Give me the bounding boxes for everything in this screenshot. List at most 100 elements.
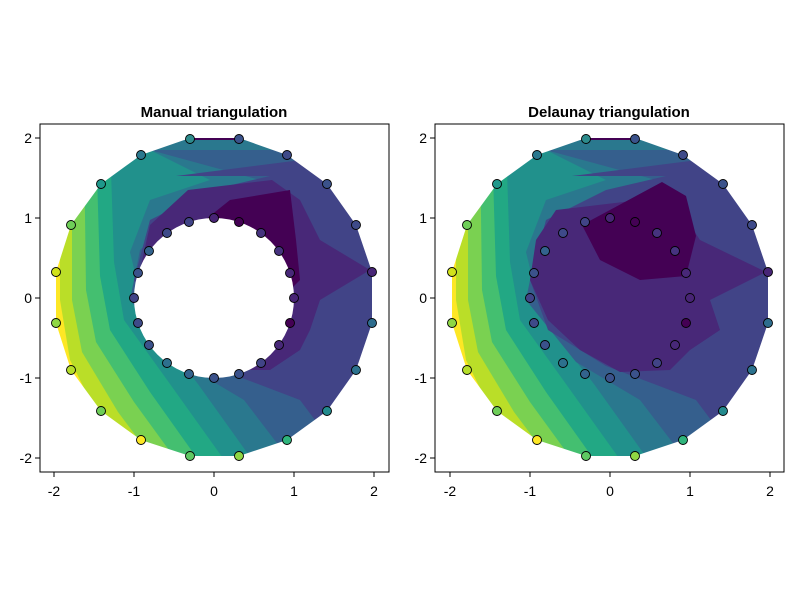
x-tick-label: -2	[444, 483, 457, 499]
y-tick-label: 2	[419, 130, 427, 146]
outer-mask	[435, 124, 784, 472]
outer-mask	[40, 124, 389, 472]
x-tick-label: -1	[128, 483, 141, 499]
point	[322, 179, 332, 189]
point	[630, 369, 640, 379]
panel-delaunay: Delaunay triangulation	[415, 104, 785, 499]
point	[492, 179, 502, 189]
point	[367, 318, 377, 328]
panel-manual: Manual triangulation	[20, 104, 390, 499]
point	[681, 268, 691, 278]
x-tick-label: 1	[686, 483, 694, 499]
x-tick-label: 2	[766, 483, 774, 499]
point	[162, 228, 172, 238]
y-tick-label: -1	[20, 370, 33, 386]
point	[66, 365, 76, 375]
point	[162, 358, 172, 368]
x-tick-label: 1	[290, 483, 298, 499]
point	[234, 134, 244, 144]
point	[447, 267, 457, 277]
point	[234, 451, 244, 461]
y-tick-label: -2	[20, 450, 33, 466]
point	[678, 150, 688, 160]
point	[209, 213, 219, 223]
y-tick-label: 0	[24, 290, 32, 306]
point	[289, 293, 299, 303]
point	[580, 217, 590, 227]
point	[209, 373, 219, 383]
point	[718, 179, 728, 189]
point	[185, 134, 195, 144]
x-tick-label: 0	[606, 483, 614, 499]
x-tick-labels: -2 -1 0 1 2	[48, 483, 378, 499]
point	[581, 134, 591, 144]
point	[678, 435, 688, 445]
x-tick-label: 2	[370, 483, 378, 499]
point	[630, 451, 640, 461]
point	[133, 318, 143, 328]
point	[234, 217, 244, 227]
point	[580, 369, 590, 379]
x-tick-labels: -2 -1 0 1 2	[444, 483, 774, 499]
tick-marks	[35, 137, 375, 477]
point	[685, 293, 695, 303]
y-tick-label: 0	[419, 290, 427, 306]
x-tick-label: 0	[210, 483, 218, 499]
point	[351, 365, 361, 375]
point	[529, 318, 539, 328]
point	[51, 318, 61, 328]
point	[462, 365, 472, 375]
point	[144, 246, 154, 256]
point	[51, 267, 61, 277]
point	[540, 340, 550, 350]
y-tick-labels: 2 1 0 -1 -2	[415, 130, 428, 466]
point	[136, 150, 146, 160]
point	[681, 318, 691, 328]
point	[605, 373, 615, 383]
point	[747, 220, 757, 230]
point	[462, 220, 472, 230]
point	[532, 435, 542, 445]
point	[96, 179, 106, 189]
point	[282, 435, 292, 445]
point	[529, 268, 539, 278]
point	[129, 293, 139, 303]
point	[256, 358, 266, 368]
point	[492, 406, 502, 416]
point	[144, 340, 154, 350]
point	[185, 451, 195, 461]
data-points	[51, 134, 377, 461]
point	[581, 451, 591, 461]
point	[652, 228, 662, 238]
point	[367, 267, 377, 277]
point	[532, 150, 542, 160]
point	[66, 220, 76, 230]
point	[558, 228, 568, 238]
point	[447, 318, 457, 328]
point	[718, 406, 728, 416]
plot-title: Delaunay triangulation	[528, 104, 690, 121]
x-tick-label: -1	[524, 483, 537, 499]
point	[274, 246, 284, 256]
point	[670, 246, 680, 256]
point	[285, 318, 295, 328]
point	[763, 318, 773, 328]
y-tick-label: 2	[24, 130, 32, 146]
point	[256, 228, 266, 238]
y-tick-labels: 2 1 0 -1 -2	[20, 130, 33, 466]
point	[282, 150, 292, 160]
point	[630, 134, 640, 144]
point	[747, 365, 757, 375]
point	[96, 406, 106, 416]
point	[558, 358, 568, 368]
tick-marks	[430, 137, 771, 477]
point	[136, 435, 146, 445]
point	[351, 220, 361, 230]
y-tick-label: 1	[419, 210, 427, 226]
y-tick-label: -2	[415, 450, 428, 466]
point	[184, 217, 194, 227]
data-points	[447, 134, 773, 461]
point	[322, 406, 332, 416]
x-tick-label: -2	[48, 483, 61, 499]
